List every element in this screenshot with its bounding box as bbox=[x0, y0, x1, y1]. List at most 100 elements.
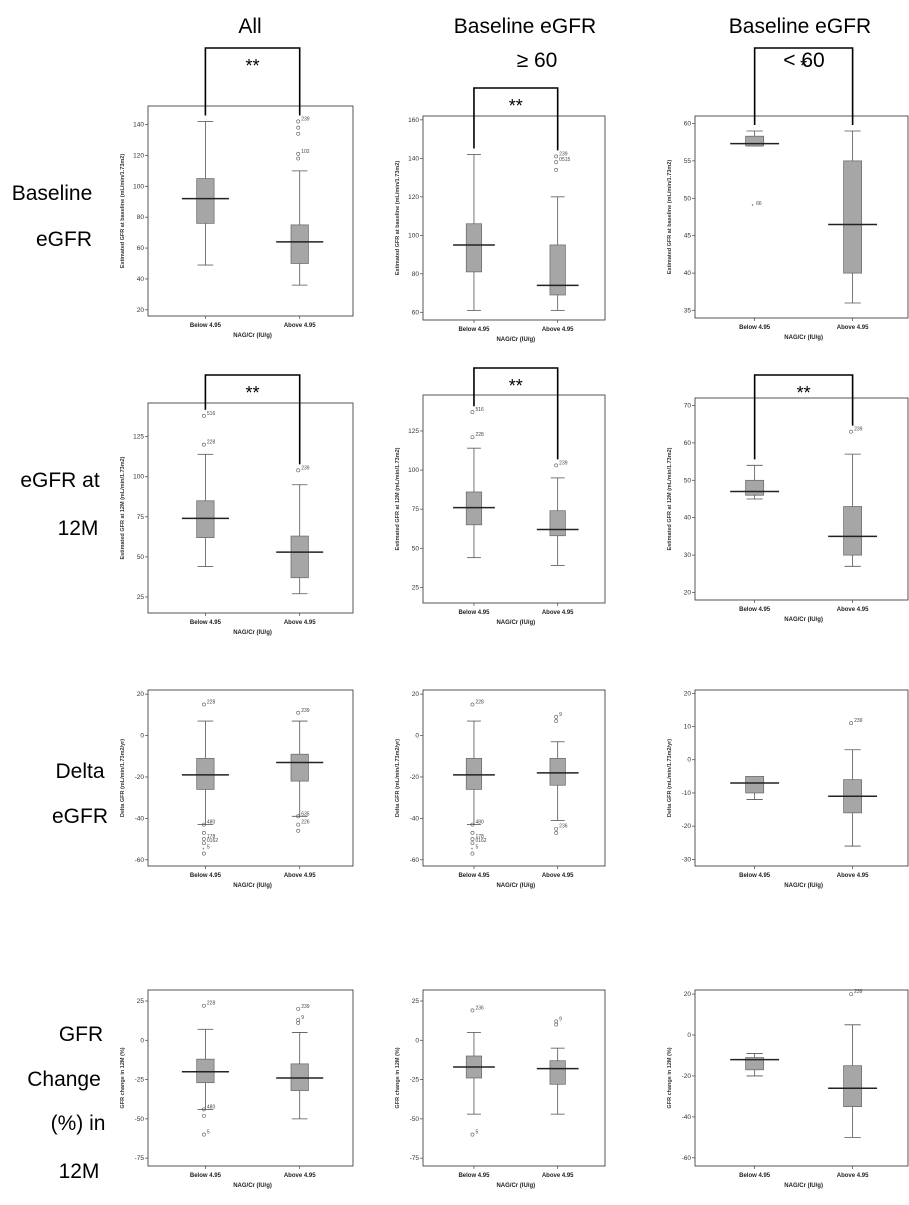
x-category-label: Below 4.95 bbox=[458, 1173, 490, 1179]
y-tick-label: 160 bbox=[408, 117, 419, 124]
significance-label: ** bbox=[797, 383, 811, 403]
box-iqr bbox=[549, 244, 566, 296]
x-axis-label: NAG/Cr (IU/g) bbox=[496, 1183, 535, 1189]
x-category-label: Above 4.95 bbox=[542, 610, 574, 616]
outlier-point bbox=[470, 1008, 475, 1013]
outlier-point bbox=[201, 822, 206, 827]
y-tick-label: -50 bbox=[410, 1116, 420, 1123]
box-iqr bbox=[745, 1057, 765, 1071]
outlier-label: 480 bbox=[207, 820, 216, 826]
y-tick-label: 80 bbox=[137, 214, 145, 221]
plot-frame bbox=[147, 105, 354, 317]
row-title-gfr-change-4: 12M bbox=[59, 1160, 100, 1183]
y-tick-label: -60 bbox=[682, 1155, 692, 1162]
outlier-point bbox=[470, 410, 475, 415]
outlier-label: 239 bbox=[301, 708, 310, 714]
plot-2-0: -60 -40 -20 0 20 Delta GFR (mL/min/1.73m2/yr)… bbox=[120, 689, 354, 889]
y-tick-label: -75 bbox=[135, 1155, 145, 1162]
x-axis-label: NAG/Cr (IU/g) bbox=[496, 337, 535, 343]
x-category-label: Above 4.95 bbox=[542, 327, 574, 333]
y-tick-label: 30 bbox=[684, 552, 692, 559]
plot-frame bbox=[422, 989, 606, 1167]
plot-0-2: 35 40 45 50 55 60 Estimated GFR at baseline (m… bbox=[667, 47, 909, 341]
x-category-label: Above 4.95 bbox=[284, 873, 316, 879]
x-category-label: Above 4.95 bbox=[837, 873, 869, 879]
outlier-point bbox=[201, 841, 206, 846]
outlier-label: 635 bbox=[301, 811, 310, 817]
outlier-point bbox=[849, 721, 854, 726]
y-tick-label: 75 bbox=[412, 506, 420, 513]
box-iqr bbox=[843, 506, 863, 556]
outlier-point bbox=[296, 151, 301, 156]
outlier-label: 5 bbox=[207, 1130, 210, 1136]
y-axis-label: Delta GFR (mL/min/1.73m2/yr) bbox=[667, 739, 673, 817]
y-axis-label: Delta GFR (mL/min/1.73m2/yr) bbox=[120, 739, 126, 817]
row-title-delta-egfr-1: Delta bbox=[55, 760, 104, 783]
box-iqr bbox=[549, 1060, 566, 1085]
row-title-baseline-egfr-2: eGFR bbox=[36, 228, 92, 251]
outlier-label: 0162 bbox=[475, 838, 486, 844]
x-axis-label: NAG/Cr (IU/g) bbox=[233, 883, 272, 889]
x-axis-label: NAG/Cr (IU/g) bbox=[496, 883, 535, 889]
y-axis-label: Estimated GFR at 12M (mL/min/1.73m2) bbox=[667, 447, 673, 550]
box-iqr bbox=[290, 535, 309, 579]
y-tick-label: 60 bbox=[412, 309, 420, 316]
y-tick-label: 45 bbox=[684, 233, 692, 240]
x-axis-label: NAG/Cr (IU/g) bbox=[784, 883, 823, 889]
significance-label: * bbox=[800, 56, 807, 76]
outlier-point bbox=[470, 822, 475, 827]
y-tick-label: 40 bbox=[684, 270, 692, 277]
y-tick-label: 25 bbox=[137, 998, 145, 1005]
plot-3-1: -75 -50 -25 0 25 GFR change in 12M (%) Below 4… bbox=[395, 989, 606, 1189]
row-title-gfr-change-3: (%) in bbox=[51, 1112, 106, 1135]
outlier-label: 0162 bbox=[207, 838, 218, 844]
plot-0-0: 20 40 60 80 100 120 140 Estimated GFR at baseli… bbox=[120, 47, 354, 339]
y-tick-label: 20 bbox=[137, 691, 145, 698]
outlier-point bbox=[296, 814, 301, 819]
box-iqr bbox=[745, 775, 765, 794]
outlier-extreme: * bbox=[202, 847, 204, 853]
outlier-label: 239 bbox=[301, 116, 310, 122]
box-iqr bbox=[745, 135, 765, 147]
y-tick-label: 50 bbox=[684, 195, 692, 202]
y-tick-label: 10 bbox=[684, 724, 692, 731]
plot-3-0: -75 -50 -25 0 25 GFR change in 12M (%) Below 4… bbox=[120, 989, 354, 1189]
outlier-point bbox=[849, 992, 854, 996]
plot-frame bbox=[147, 402, 354, 614]
x-category-label: Above 4.95 bbox=[284, 620, 316, 626]
plot-frame bbox=[694, 989, 909, 1167]
y-tick-label: -25 bbox=[410, 1077, 420, 1084]
outlier-point bbox=[296, 156, 301, 161]
outlier-label: 239 bbox=[854, 989, 863, 995]
outlier-label: 239 bbox=[854, 427, 863, 433]
outlier-label: 239 bbox=[559, 460, 568, 466]
outlier-point bbox=[554, 154, 559, 159]
y-tick-label: 0 bbox=[415, 733, 419, 740]
box-iqr bbox=[465, 223, 483, 273]
y-tick-label: 120 bbox=[408, 194, 419, 201]
outlier-point bbox=[296, 1006, 301, 1011]
y-tick-label: -25 bbox=[135, 1077, 145, 1084]
x-category-label: Above 4.95 bbox=[542, 1173, 574, 1179]
row-title-gfr-change-1: GFR bbox=[59, 1023, 103, 1046]
outlier-point bbox=[296, 131, 301, 136]
significance-bracket bbox=[204, 374, 301, 465]
outlier-label: 102 bbox=[301, 149, 310, 155]
outlier-point bbox=[296, 119, 301, 124]
x-category-label: Below 4.95 bbox=[739, 1173, 771, 1179]
outlier-label: 228 bbox=[207, 1001, 216, 1007]
plot-frame bbox=[422, 689, 606, 867]
plot-1-1: 25 50 75 100 125 Estimated GFR at 12M (mL/min… bbox=[395, 367, 606, 626]
row-title-gfr-change-2: Change bbox=[27, 1068, 101, 1091]
y-tick-label: 75 bbox=[137, 514, 145, 521]
significance-label: ** bbox=[246, 383, 260, 403]
y-axis-label: Delta GFR (mL/min/1.73m2/yr) bbox=[395, 739, 401, 817]
plot-frame bbox=[422, 394, 606, 604]
column-title-baseline-high-line2: ≥ 60 bbox=[517, 49, 558, 72]
y-tick-label: 140 bbox=[133, 122, 144, 129]
y-tick-label: 100 bbox=[408, 232, 419, 239]
y-tick-label: -20 bbox=[410, 774, 420, 781]
box-iqr bbox=[290, 224, 309, 264]
column-title-baseline-low: Baseline eGFR bbox=[729, 15, 871, 38]
y-tick-label: 100 bbox=[133, 474, 144, 481]
